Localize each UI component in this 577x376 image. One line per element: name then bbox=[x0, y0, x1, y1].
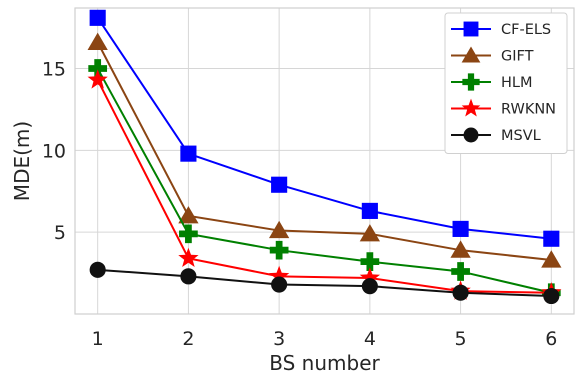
data-point bbox=[543, 230, 560, 247]
data-point bbox=[452, 220, 469, 237]
data-point bbox=[89, 261, 106, 278]
y-axis-label: MDE(m) bbox=[10, 121, 34, 201]
data-point bbox=[361, 278, 378, 295]
data-point bbox=[178, 206, 199, 224]
data-point bbox=[87, 69, 108, 89]
legend-entry: CF-ELS bbox=[451, 21, 551, 38]
legend-label: HLM bbox=[501, 75, 533, 91]
legend-entry: HLM bbox=[451, 73, 533, 91]
legend-label: RWKNN bbox=[501, 102, 556, 118]
series-line bbox=[97, 268, 552, 297]
series-gift bbox=[87, 32, 562, 268]
legend-box bbox=[444, 12, 568, 154]
data-point bbox=[361, 202, 378, 219]
legend-entry: RWKNN bbox=[451, 98, 556, 118]
x-tick-label: 6 bbox=[545, 328, 557, 350]
legend: CF-ELS GIFT HLM RWKNN MSVL bbox=[444, 12, 568, 154]
data-point bbox=[359, 267, 380, 287]
x-tick-label: 4 bbox=[364, 328, 376, 350]
series-line bbox=[96, 41, 552, 261]
x-tick-label: 2 bbox=[182, 328, 194, 350]
legend-entry: MSVL bbox=[451, 127, 541, 144]
data-point bbox=[541, 250, 562, 268]
legend-entry: GIFT bbox=[451, 46, 534, 65]
data-point bbox=[271, 276, 288, 293]
legend-label: CF-ELS bbox=[501, 22, 551, 38]
series-msvl bbox=[89, 261, 560, 305]
x-tick-label: 5 bbox=[455, 328, 467, 350]
data-point bbox=[268, 220, 290, 239]
data-point bbox=[450, 240, 471, 258]
y-tick-label: 10 bbox=[42, 140, 66, 162]
series-group bbox=[87, 9, 562, 305]
data-point bbox=[178, 247, 199, 267]
legend-label: MSVL bbox=[501, 128, 541, 144]
data-point bbox=[451, 262, 470, 281]
plot-frame bbox=[74, 7, 575, 315]
x-tick-label: 3 bbox=[273, 328, 285, 350]
y-tick-label: 5 bbox=[54, 222, 66, 244]
x-tick-label: 1 bbox=[92, 328, 104, 350]
series-line bbox=[96, 68, 552, 294]
series-line bbox=[96, 17, 552, 240]
data-point bbox=[269, 240, 289, 260]
data-point bbox=[180, 145, 197, 162]
data-point bbox=[269, 265, 290, 285]
data-point bbox=[543, 287, 560, 305]
data-point bbox=[180, 268, 197, 285]
legend-marker bbox=[461, 46, 481, 63]
tick-labels: 1 2 3 4 5 6 5 10 15 bbox=[42, 59, 558, 350]
data-point bbox=[359, 224, 381, 242]
data-point bbox=[360, 252, 380, 271]
x-axis-label: BS number bbox=[269, 351, 380, 375]
data-point bbox=[87, 32, 108, 50]
y-tick-label: 15 bbox=[42, 59, 66, 81]
legend-marker bbox=[462, 73, 480, 91]
data-point bbox=[89, 9, 106, 26]
series-line bbox=[96, 79, 552, 294]
legend-marker bbox=[461, 98, 481, 117]
data-point bbox=[271, 176, 288, 193]
legend-label: GIFT bbox=[501, 49, 534, 65]
data-point bbox=[452, 284, 469, 301]
legend-marker bbox=[463, 21, 479, 37]
legend-marker bbox=[463, 127, 479, 143]
data-point bbox=[88, 59, 108, 78]
series-cf-els bbox=[89, 9, 560, 247]
data-point bbox=[179, 224, 198, 244]
